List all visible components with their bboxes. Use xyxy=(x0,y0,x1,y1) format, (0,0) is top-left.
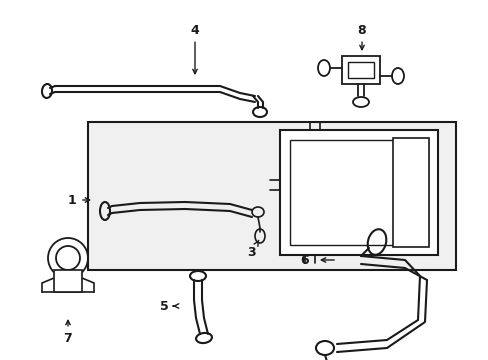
Text: 8: 8 xyxy=(357,23,366,50)
Text: 2: 2 xyxy=(401,145,409,158)
Text: 1: 1 xyxy=(67,194,76,207)
Bar xyxy=(88,122,455,270)
Text: 7: 7 xyxy=(63,320,72,345)
Text: 6: 6 xyxy=(300,253,309,266)
Text: 3: 3 xyxy=(247,240,258,258)
Text: 5: 5 xyxy=(159,300,168,312)
Bar xyxy=(347,62,373,78)
Bar xyxy=(289,140,427,245)
Bar xyxy=(280,130,437,255)
Text: 4: 4 xyxy=(190,23,199,74)
Bar xyxy=(341,56,379,84)
Bar xyxy=(326,142,360,162)
Bar xyxy=(392,138,428,247)
Bar xyxy=(54,270,82,292)
